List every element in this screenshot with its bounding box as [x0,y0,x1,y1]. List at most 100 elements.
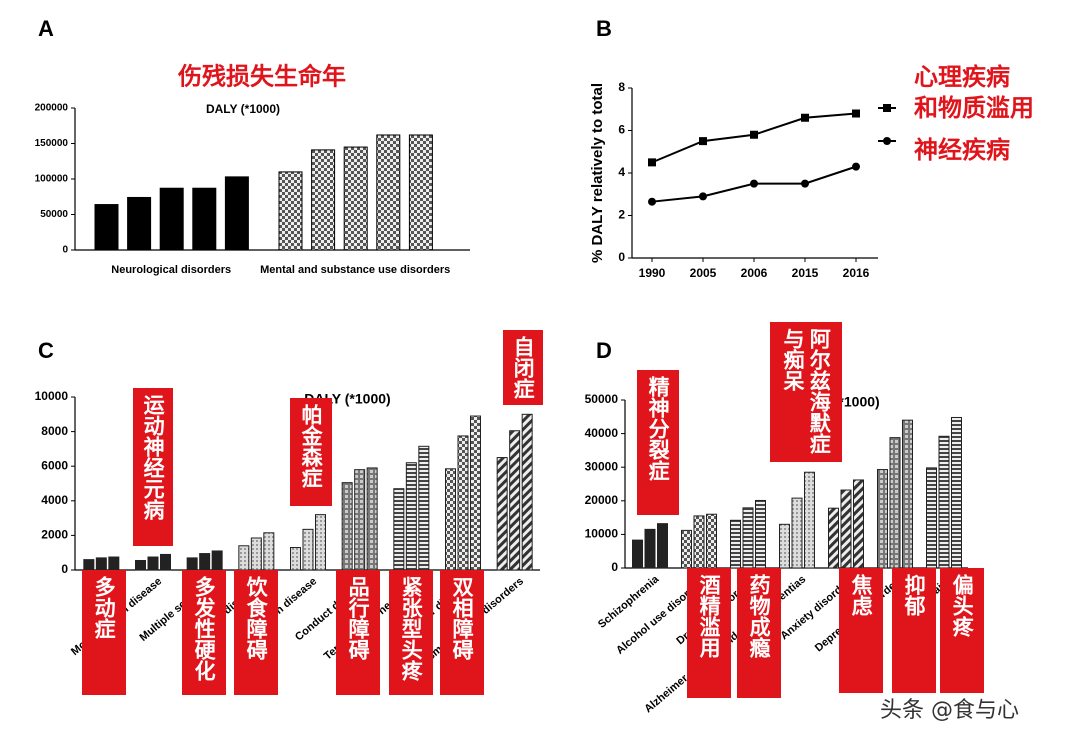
point [801,113,809,122]
bar [840,489,852,569]
bar [127,196,152,251]
bar [135,559,146,571]
annotation: 药物成瘾 [737,568,781,698]
x-tick-label: 2005 [690,266,717,280]
point [699,192,707,201]
point [852,109,860,118]
annotation: 饮食障碍 [234,570,278,695]
bar [94,204,119,251]
y-tick-label: 0 [61,562,68,576]
bar [108,556,120,571]
legend-marker [883,137,891,145]
bar [366,467,378,571]
point [801,179,809,188]
y-tick-label: 50000 [585,392,619,406]
bar [83,559,95,571]
y-tick-label: 0 [611,560,618,574]
bar [290,547,301,571]
annotation: 酒精滥用 [687,568,731,698]
bar [706,513,717,569]
x-tick-label: 1990 [639,266,666,280]
annotation: 抑郁 [892,568,936,693]
y-tick-label: 50000 [40,209,68,220]
bar [902,419,913,569]
bar [457,435,469,571]
bar [302,528,314,571]
x-tick-label: 2015 [792,266,819,280]
panel-letter: A [38,16,54,41]
y-tick-label: 4 [618,165,625,179]
annotation: 焦虑 [839,568,883,693]
y-axis-label: % DALY relatively to total [589,83,606,263]
annotation: 帕金森症 [290,398,332,506]
point [699,137,707,146]
panel-letter: D [596,338,612,363]
annotation: 多发性硬化 [182,570,226,695]
bar [657,523,668,569]
bar [211,550,223,571]
group-label: Mental and substance use disorders [260,264,450,276]
bar [160,553,171,571]
y-tick-label: 2 [618,208,625,222]
y-tick-label: 8000 [41,424,68,438]
bar [393,488,405,571]
bar [95,557,107,571]
annotation: 品行障碍 [336,570,380,695]
bar [644,528,656,569]
bar [730,519,741,569]
y-tick-label: 2000 [41,528,68,542]
y-tick-label: 20000 [585,493,619,507]
bar [376,134,401,251]
point [750,179,758,188]
y-tick-label: 200000 [35,103,69,114]
bar [341,482,353,571]
bar [250,537,262,571]
bar [509,430,521,571]
chart-title: 伤残损失生命年 [177,62,346,90]
annotation: 多动症 [82,570,126,695]
y-tick-label: 6000 [41,458,68,472]
bar [681,529,692,569]
point [852,162,860,171]
y-tick-label: 150000 [35,138,69,149]
group-label: Neurological disorders [111,264,231,276]
bar [496,457,508,571]
annotation: 自闭症 [503,330,543,405]
annotation: 双相障碍 [440,570,484,695]
bar [405,462,417,571]
y-tick-label: 0 [62,245,68,256]
bar [791,497,803,569]
bar [238,545,250,571]
bar [755,499,766,569]
legend-marker [883,104,891,112]
bar [804,471,815,569]
bar [311,149,336,251]
y-tick-label: 6 [618,123,625,137]
bar [147,556,159,571]
y-tick-label: 8 [618,80,625,94]
bar [470,415,481,571]
chart-subtitle: DALY (*1000) [206,102,280,116]
bar [445,468,456,571]
bar [278,171,303,251]
bar [315,514,326,571]
annotation: 精神分裂症 [637,370,679,515]
bar [926,467,937,569]
annotation: 紧张型头疼 [389,570,433,695]
point [648,197,656,206]
y-tick-label: 10000 [35,389,69,403]
bar [632,539,643,569]
bar [159,187,184,251]
bar [186,557,198,571]
bar [877,469,888,569]
panel-letter: C [38,338,54,363]
bar [408,134,433,251]
point [750,130,758,139]
y-tick-label: 4000 [41,493,68,507]
point [648,158,656,167]
bar [521,413,533,571]
bar [938,435,950,569]
y-tick-label: 40000 [585,426,619,440]
annotation: 阿尔兹海默症与痴呆 [770,322,842,462]
